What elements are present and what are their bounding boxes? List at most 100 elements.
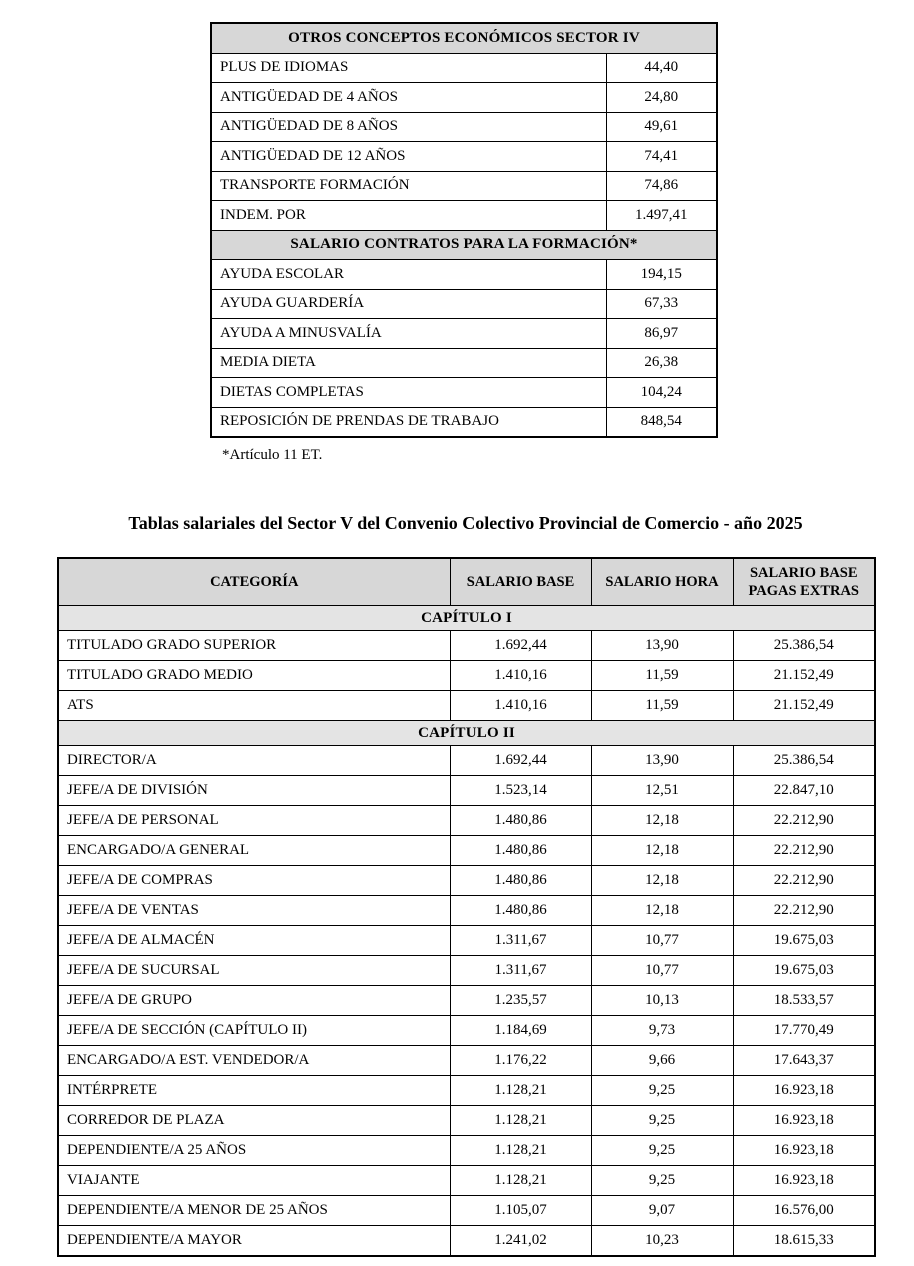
concept-label-cell: REPOSICIÓN DE PRENDAS DE TRABAJO — [210, 406, 607, 438]
table-row: JEFE/A DE DIVISIÓN 1.523,14 12,51 22.847,10 — [57, 775, 876, 806]
column-header-salario-base: SALARIO BASE — [449, 557, 592, 606]
concept-label-cell: AYUDA GUARDERÍA — [210, 288, 607, 319]
otros-conceptos-table: OTROS CONCEPTOS ECONÓMICOS SECTOR IV PLUS… — [210, 22, 718, 438]
table-row: ANTIGÜEDAD DE 8 AÑOS 49,61 — [210, 111, 718, 142]
salario-hora-cell: 9,25 — [590, 1105, 734, 1136]
pagas-extras-cell: 22.212,90 — [732, 865, 876, 896]
concept-value-cell: 24,80 — [605, 82, 718, 113]
pagas-extras-cell: 22.212,90 — [732, 805, 876, 836]
category-cell: CORREDOR DE PLAZA — [57, 1105, 451, 1136]
pagas-extras-cell: 18.615,33 — [732, 1225, 876, 1257]
pagas-extras-cell: 25.386,54 — [732, 630, 876, 661]
table-row: ANTIGÜEDAD DE 4 AÑOS 24,80 — [210, 82, 718, 113]
table-row: ENCARGADO/A EST. VENDEDOR/A 1.176,22 9,66 1… — [57, 1045, 876, 1076]
category-cell: ENCARGADO/A EST. VENDEDOR/A — [57, 1045, 451, 1076]
concept-label-cell: PLUS DE IDIOMAS — [210, 52, 607, 83]
category-cell: ENCARGADO/A GENERAL — [57, 835, 451, 866]
salario-hora-cell: 12,18 — [590, 895, 734, 926]
salary-table-body: CAPÍTULO I TITULADO GRADO SUPERIOR 1.692,4… — [57, 605, 876, 1257]
table-row: AYUDA A MINUSVALÍA 86,97 — [210, 318, 718, 349]
salario-base-cell: 1.692,44 — [449, 745, 592, 776]
concept-value-cell: 194,15 — [605, 259, 718, 290]
table-row: INTÉRPRETE 1.128,21 9,25 16.923,18 — [57, 1075, 876, 1106]
salario-base-cell: 1.311,67 — [449, 925, 592, 956]
table-row: DEPENDIENTE/A MAYOR 1.241,02 10,23 18.615,3… — [57, 1225, 876, 1257]
table-row: CORREDOR DE PLAZA 1.128,21 9,25 16.923,18 — [57, 1105, 876, 1136]
section-header-cell: SALARIO CONTRATOS PARA LA FORMACIÓN* — [210, 229, 718, 260]
table-row: JEFE/A DE GRUPO 1.235,57 10,13 18.533,57 — [57, 985, 876, 1016]
section-header-cell: OTROS CONCEPTOS ECONÓMICOS SECTOR IV — [210, 22, 718, 54]
table-row: PLUS DE IDIOMAS 44,40 — [210, 52, 718, 83]
concept-label-cell: DIETAS COMPLETAS — [210, 377, 607, 408]
salario-hora-cell: 12,18 — [590, 865, 734, 896]
salario-base-cell: 1.480,86 — [449, 865, 592, 896]
chapter-header-cell: CAPÍTULO I — [57, 605, 876, 631]
pagas-extras-cell: 16.923,18 — [732, 1105, 876, 1136]
salario-base-cell: 1.480,86 — [449, 835, 592, 866]
category-cell: VIAJANTE — [57, 1165, 451, 1196]
salario-base-cell: 1.235,57 — [449, 985, 592, 1016]
category-cell: JEFE/A DE VENTAS — [57, 895, 451, 926]
salary-table: CATEGORÍA SALARIO BASE SALARIO HORA SALA… — [57, 557, 876, 1257]
salario-base-cell: 1.128,21 — [449, 1075, 592, 1106]
pagas-extras-cell: 21.152,49 — [732, 660, 876, 691]
table-row: ATS 1.410,16 11,59 21.152,49 — [57, 690, 876, 721]
concept-value-cell: 74,41 — [605, 141, 718, 172]
pagas-extras-cell: 16.923,18 — [732, 1075, 876, 1106]
category-cell: JEFE/A DE PERSONAL — [57, 805, 451, 836]
salario-base-cell: 1.410,16 — [449, 660, 592, 691]
table-row: TITULADO GRADO SUPERIOR 1.692,44 13,90 25.3… — [57, 630, 876, 661]
concept-value-cell: 44,40 — [605, 52, 718, 83]
table-row: VIAJANTE 1.128,21 9,25 16.923,18 — [57, 1165, 876, 1196]
salario-hora-cell: 9,73 — [590, 1015, 734, 1046]
salario-base-cell: 1.105,07 — [449, 1195, 592, 1226]
pagas-extras-cell: 22.212,90 — [732, 835, 876, 866]
salario-base-cell: 1.523,14 — [449, 775, 592, 806]
table-row: ANTIGÜEDAD DE 12 AÑOS 74,41 — [210, 141, 718, 172]
salario-base-cell: 1.176,22 — [449, 1045, 592, 1076]
concept-value-cell: 67,33 — [605, 288, 718, 319]
pagas-extras-cell: 18.533,57 — [732, 985, 876, 1016]
concept-value-cell: 1.497,41 — [605, 200, 718, 231]
pagas-extras-cell: 22.212,90 — [732, 895, 876, 926]
section-header-row: OTROS CONCEPTOS ECONÓMICOS SECTOR IV — [210, 22, 718, 54]
category-cell: INTÉRPRETE — [57, 1075, 451, 1106]
category-cell: JEFE/A DE DIVISIÓN — [57, 775, 451, 806]
salario-hora-cell: 12,18 — [590, 835, 734, 866]
table-row: TRANSPORTE FORMACIÓN 74,86 — [210, 170, 718, 201]
salario-base-cell: 1.480,86 — [449, 805, 592, 836]
salario-base-cell: 1.128,21 — [449, 1105, 592, 1136]
pagas-extras-cell: 16.923,18 — [732, 1165, 876, 1196]
otros-conceptos-body: OTROS CONCEPTOS ECONÓMICOS SECTOR IV PLUS… — [210, 22, 718, 438]
chapter-header-row: CAPÍTULO II — [57, 720, 876, 746]
pagas-extras-cell: 19.675,03 — [732, 925, 876, 956]
table-row: TITULADO GRADO MEDIO 1.410,16 11,59 21.152,… — [57, 660, 876, 691]
category-cell: DEPENDIENTE/A MAYOR — [57, 1225, 451, 1257]
concept-value-cell: 86,97 — [605, 318, 718, 349]
page-title: Tablas salariales del Sector V del Conve… — [128, 513, 803, 533]
salario-base-cell: 1.480,86 — [449, 895, 592, 926]
footnote: *Artículo 11 ET. — [222, 447, 323, 463]
pagas-extras-cell: 16.923,18 — [732, 1135, 876, 1166]
salario-hora-cell: 13,90 — [590, 630, 734, 661]
salario-hora-cell: 11,59 — [590, 660, 734, 691]
table-row: INDEM. POR 1.497,41 — [210, 200, 718, 231]
concept-label-cell: MEDIA DIETA — [210, 347, 607, 378]
column-header-salario-hora: SALARIO HORA — [590, 557, 734, 606]
salario-hora-cell: 10,77 — [590, 925, 734, 956]
category-cell: ATS — [57, 690, 451, 721]
salario-base-cell: 1.410,16 — [449, 690, 592, 721]
concept-label-cell: AYUDA ESCOLAR — [210, 259, 607, 290]
salario-base-cell: 1.241,02 — [449, 1225, 592, 1257]
table-row: JEFE/A DE COMPRAS 1.480,86 12,18 22.212,90 — [57, 865, 876, 896]
salario-hora-cell: 10,13 — [590, 985, 734, 1016]
table-row: JEFE/A DE SECCIÓN (CAPÍTULO II) 1.184,69 9… — [57, 1015, 876, 1046]
section-header-row: SALARIO CONTRATOS PARA LA FORMACIÓN* — [210, 229, 718, 260]
salario-hora-cell: 9,07 — [590, 1195, 734, 1226]
category-cell: DEPENDIENTE/A 25 AÑOS — [57, 1135, 451, 1166]
table-row: DIETAS COMPLETAS 104,24 — [210, 377, 718, 408]
category-cell: JEFE/A DE ALMACÉN — [57, 925, 451, 956]
concept-label-cell: INDEM. POR — [210, 200, 607, 231]
concept-label-cell: ANTIGÜEDAD DE 8 AÑOS — [210, 111, 607, 142]
category-cell: JEFE/A DE COMPRAS — [57, 865, 451, 896]
